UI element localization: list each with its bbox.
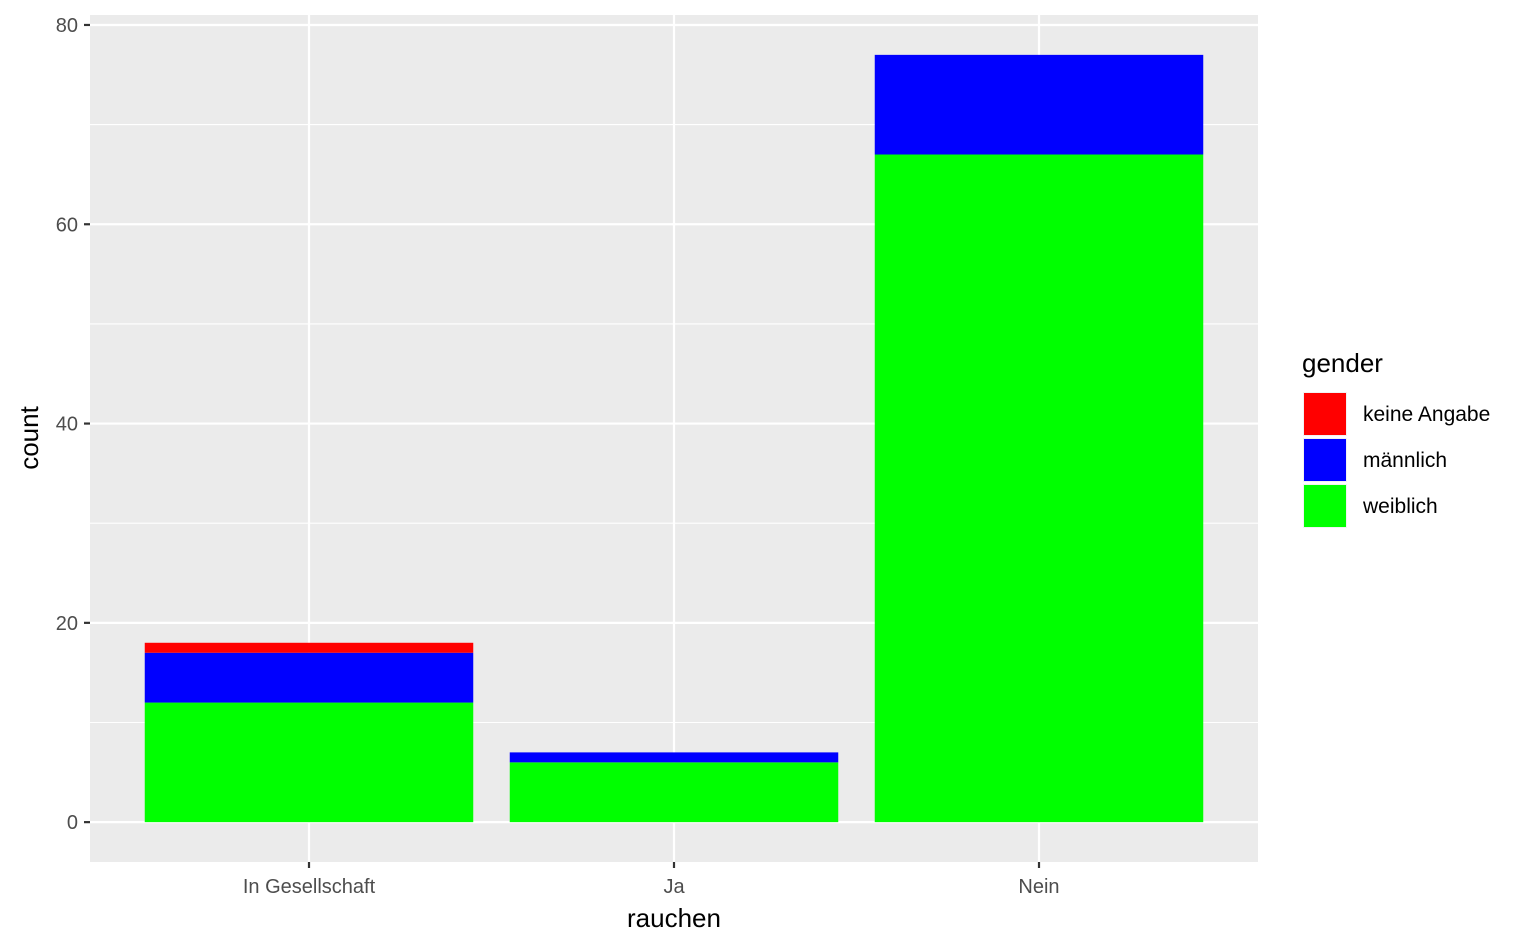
bar-segment (144, 642, 474, 653)
legend-label: weiblich (1362, 495, 1438, 518)
legend-title: gender (1302, 348, 1383, 378)
y-tick-label: 60 (56, 214, 78, 236)
x-axis-title: rauchen (627, 903, 721, 933)
bar-segment (509, 762, 839, 823)
bar-segment (509, 752, 839, 763)
x-tick-label: Ja (663, 876, 685, 898)
y-tick-label: 20 (56, 613, 78, 635)
bar-segment (144, 702, 474, 823)
bar-layer (144, 54, 1204, 823)
legend: gender keine Angabe männlich weiblich (1302, 348, 1490, 528)
x-tick-label: Nein (1018, 876, 1059, 898)
y-tick-label: 40 (56, 414, 78, 436)
bar-segment (874, 54, 1204, 155)
y-tick-label: 80 (56, 15, 78, 37)
legend-key (1304, 439, 1346, 481)
legend-label: keine Angabe (1363, 403, 1490, 426)
y-axis-title: count (14, 405, 44, 469)
bar-segment (874, 154, 1204, 823)
x-tick-label: In Gesellschaft (243, 876, 376, 898)
legend-label: männlich (1363, 449, 1447, 472)
y-tick-label: 0 (67, 812, 78, 834)
legend-key (1304, 393, 1346, 435)
axis-layer: 0 20 40 60 80 In Gesellschaft Ja Nein (56, 15, 1060, 898)
bar-segment (144, 652, 474, 703)
legend-key (1304, 485, 1346, 527)
